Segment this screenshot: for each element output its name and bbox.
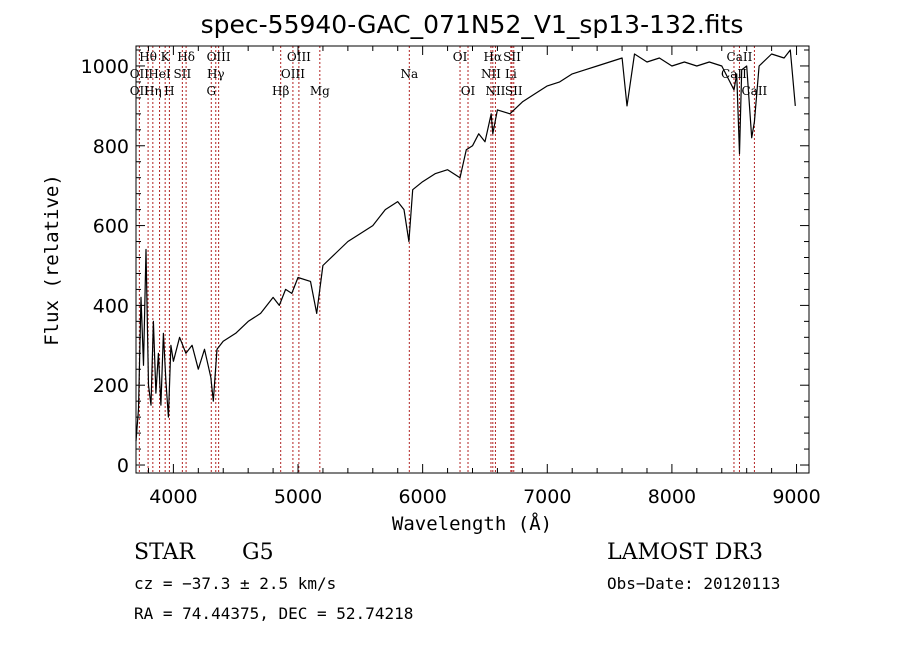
object-class: STAR: [134, 540, 195, 565]
obs-date-text: Obs−Date: 20120113: [607, 574, 781, 593]
line-label: K: [161, 50, 171, 64]
chart-title: spec-55940-GAC_071N52_V1_sp13-132.fits: [201, 10, 744, 39]
survey-label: LAMOST DR3: [607, 540, 763, 565]
y-tick-label: 600: [93, 216, 129, 238]
marker-lines: [138, 46, 755, 473]
line-label: H: [164, 84, 174, 98]
axis-ticks: 4000 5000 6000 7000 8000 9000 0 200 400 600 800 100…: [81, 46, 821, 508]
x-tick-label: 4000: [149, 486, 197, 508]
x-tick-label: 8000: [648, 486, 696, 508]
plot-frame: [135, 45, 810, 474]
line-label: NII: [481, 67, 501, 81]
series-line-flux: [135, 49, 796, 442]
line-label: HeI: [148, 67, 171, 81]
line-label: Mg: [310, 84, 330, 98]
y-axis-label: Flux (relative): [41, 174, 63, 346]
y-tick-label: 1000: [81, 56, 129, 78]
object-subclass: G5: [242, 540, 274, 565]
line-label: Hθ: [139, 50, 157, 64]
line-label: OIII: [207, 50, 231, 64]
y-tick-label: 0: [117, 455, 129, 477]
line-label: NII: [485, 84, 505, 98]
y-tick-label: 400: [93, 295, 129, 317]
x-tick-label: 7000: [523, 486, 571, 508]
line-label: Hβ: [272, 84, 289, 98]
line-label: OIII: [287, 50, 311, 64]
line-label: Hγ: [207, 67, 225, 81]
line-label: CaII: [727, 50, 753, 64]
spectrum-series: [135, 49, 796, 442]
redshift-text: cz = −37.3 ± 2.5 km/s: [134, 574, 337, 593]
line-label: Hδ: [177, 50, 195, 64]
y-tick-label: 800: [93, 136, 129, 158]
y-tick-label: 200: [93, 375, 129, 397]
line-label: CaII: [741, 84, 767, 98]
line-label: OII: [130, 67, 150, 81]
x-tick-label: 6000: [398, 486, 446, 508]
line-label: Li: [505, 67, 517, 81]
x-tick-label: 5000: [274, 486, 322, 508]
line-label: Hα: [484, 50, 503, 64]
coordinates-text: RA = 74.44375, DEC = 52.74218: [134, 604, 414, 623]
line-label: OIII: [281, 67, 305, 81]
line-label: Hη: [144, 84, 162, 98]
x-tick-label: 9000: [772, 486, 820, 508]
line-label: G: [206, 84, 216, 98]
line-label: SII: [174, 67, 192, 81]
line-label: OII: [130, 84, 150, 98]
line-label: OI: [461, 84, 476, 98]
x-axis-label: Wavelength (Å): [392, 512, 552, 535]
line-label: Na: [400, 67, 418, 81]
line-label: SII: [505, 84, 523, 98]
line-label: SII: [503, 50, 521, 64]
line-label: OI: [453, 50, 468, 64]
